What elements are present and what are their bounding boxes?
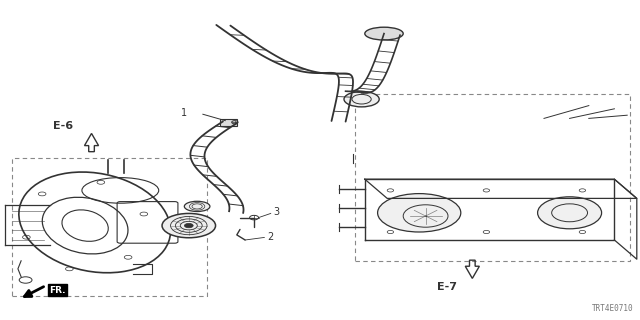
Bar	[220, 119, 237, 126]
Bar	[12, 158, 207, 296]
Bar	[355, 94, 630, 261]
Ellipse shape	[184, 201, 210, 212]
Text: 2: 2	[267, 232, 273, 243]
Text: 3: 3	[273, 207, 280, 218]
Ellipse shape	[344, 92, 379, 107]
Ellipse shape	[62, 210, 108, 241]
Text: FR.: FR.	[49, 286, 66, 295]
Ellipse shape	[378, 194, 461, 232]
Ellipse shape	[538, 197, 602, 229]
Ellipse shape	[162, 213, 216, 238]
Text: E-6: E-6	[52, 121, 73, 131]
Text: 1: 1	[180, 108, 187, 118]
Circle shape	[184, 223, 193, 228]
Ellipse shape	[365, 27, 403, 40]
Text: E-7: E-7	[436, 282, 457, 292]
Text: TRT4E0710: TRT4E0710	[592, 304, 634, 313]
